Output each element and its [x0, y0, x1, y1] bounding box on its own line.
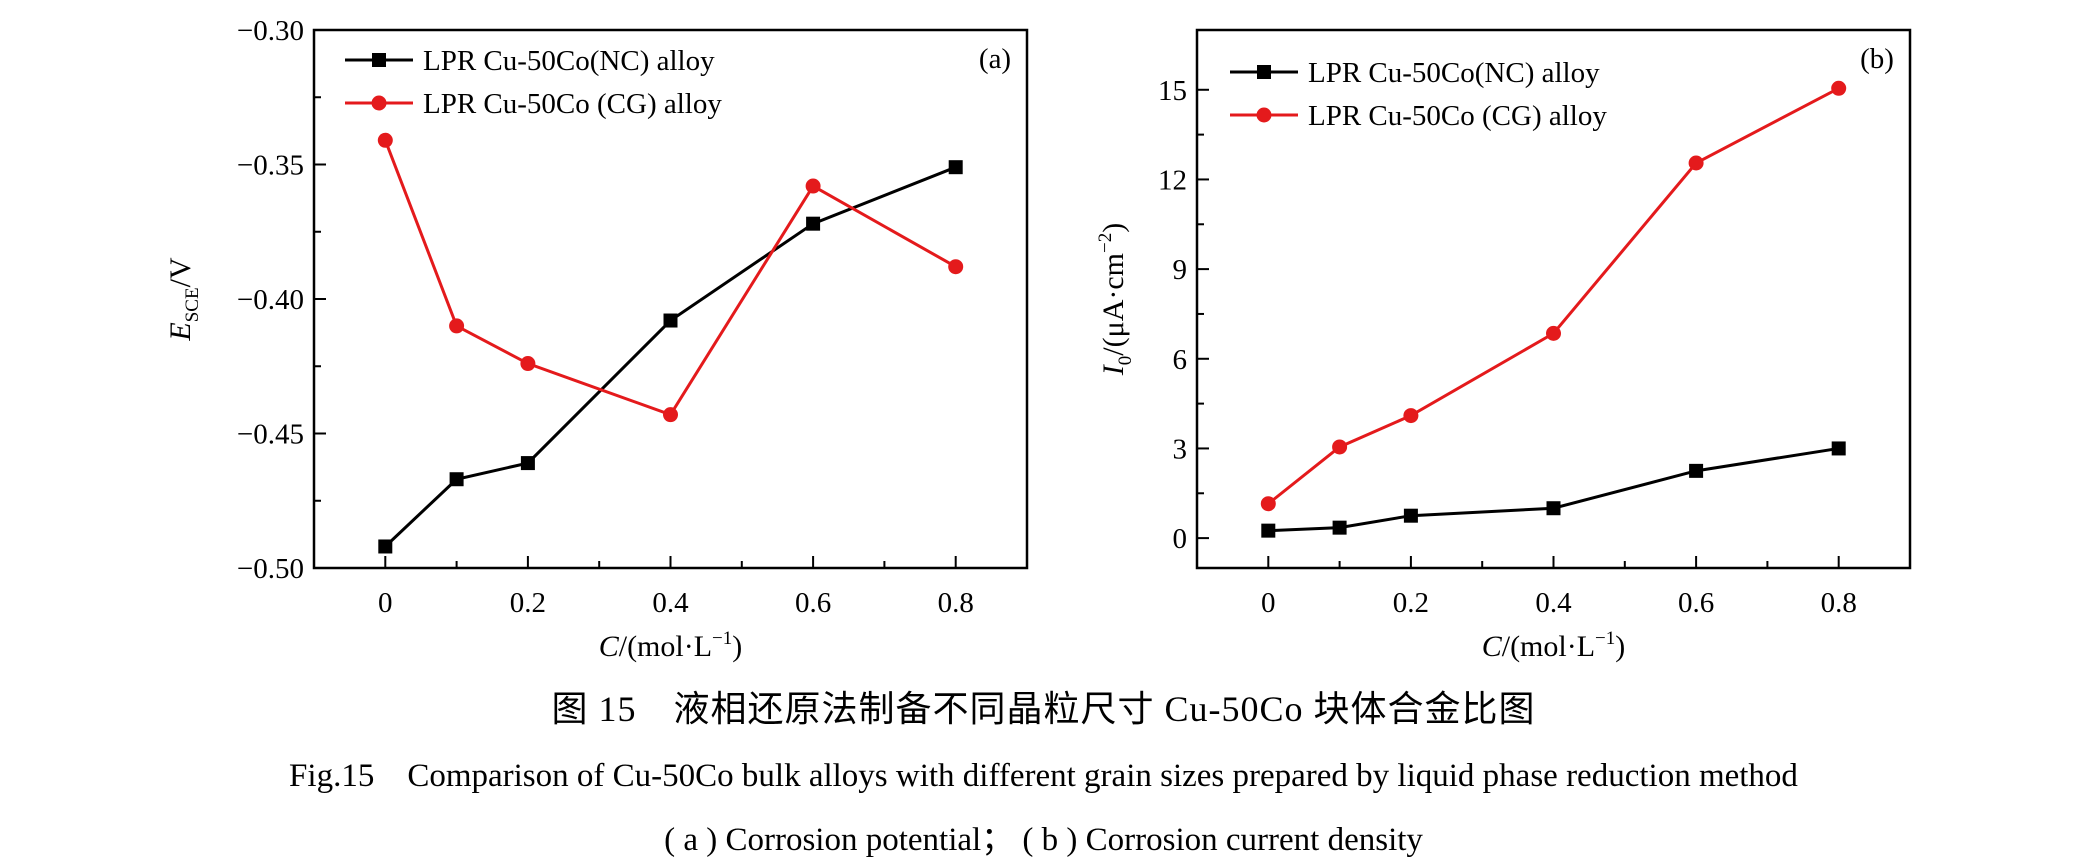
x-axis-title-sup: −1: [1595, 628, 1615, 649]
y-axis-title-unit: /(μA·cm: [1097, 253, 1130, 356]
panel-a-chart: 0 0.2 0.4 0.6 0.8−0.50−0.45−0.40−0.35−0.30C/…: [164, 15, 1029, 663]
series-nc-point: [1261, 523, 1276, 538]
series-cg-point: [948, 259, 964, 275]
x-tick-label: 0.2: [1393, 587, 1429, 619]
y-tick-label: 15: [1158, 75, 1187, 107]
panel-tag: (b): [1860, 43, 1894, 75]
caption-subtitle: ( a ) Corrosion potential； ( b ) Corrosi…: [664, 822, 1423, 858]
y-tick-label: 3: [1173, 433, 1188, 465]
series-nc-point: [1831, 441, 1846, 456]
series-cg-line: [383, 139, 957, 417]
series-nc-point: [520, 456, 535, 471]
y-tick-label: −0.40: [237, 284, 304, 316]
series-nc-point: [1689, 463, 1704, 478]
series-nc-point: [1403, 508, 1418, 523]
legend-nc-label: LPR Cu-50Co(NC) alloy: [1308, 57, 1600, 89]
series-cg-line: [1267, 86, 1840, 505]
series-nc-line: [1268, 446, 1839, 533]
y-axis-title-sub: SCE: [182, 287, 203, 322]
series-cg-point: [1260, 496, 1276, 512]
x-tick-label: 0: [1261, 587, 1276, 619]
series-cg-point: [520, 356, 536, 372]
legend-cg-label: LPR Cu-50Co (CG) alloy: [1308, 100, 1607, 132]
y-axis-title-var: E: [164, 322, 197, 341]
series-cg-point: [663, 407, 678, 423]
legend-nc-marker: [1257, 65, 1271, 79]
x-tick-label: 0.8: [1821, 587, 1857, 619]
series-nc-line: [384, 165, 957, 548]
legend-cg-label: LPR Cu-50Co (CG) alloy: [423, 88, 722, 120]
y-axis-title-close: ): [1097, 223, 1130, 233]
series-cg-point: [1332, 439, 1348, 455]
y-axis-title: I0/(μA·cm−2): [1095, 223, 1136, 376]
y-tick-label: −0.45: [237, 419, 304, 451]
series-nc-point: [449, 472, 464, 487]
x-axis-title-unit: /(mol·L: [1502, 630, 1595, 663]
series-cg-point: [805, 178, 821, 194]
x-tick-label: 0.6: [795, 587, 831, 619]
x-axis-title: C/(mol·L−1): [599, 628, 743, 663]
series-cg-point: [449, 318, 465, 334]
y-tick-label: 9: [1173, 254, 1188, 286]
y-axis-title-var: I: [1097, 363, 1130, 376]
series-cg-point: [1546, 325, 1561, 341]
y-tick-label: 0: [1173, 523, 1188, 555]
x-axis-title-close: ): [1615, 630, 1625, 663]
x-tick-label: 0.4: [1535, 587, 1572, 619]
y-axis-title: ESCE/V: [164, 257, 203, 342]
series-cg-point: [377, 132, 393, 148]
legend-cg-marker: [1256, 107, 1272, 123]
x-axis-title-close: ): [732, 630, 742, 663]
caption-english: Fig.15 Comparison of Cu-50Co bulk alloys…: [289, 758, 1798, 794]
x-tick-label: 0.4: [652, 587, 689, 619]
series-nc-point: [1332, 520, 1347, 535]
y-tick-label: 6: [1173, 344, 1188, 376]
y-axis-title-sub: 0: [1115, 356, 1136, 366]
panel-tag: (a): [979, 43, 1011, 75]
series-nc-point: [1546, 501, 1561, 516]
x-tick-label: 0.2: [510, 587, 546, 619]
x-axis-title-sup: −1: [712, 628, 732, 649]
x-tick-label: 0.6: [1678, 587, 1714, 619]
y-axis-title-sup: −2: [1095, 233, 1116, 253]
x-axis-title-var: C: [599, 630, 620, 663]
series-cg-point: [1403, 408, 1419, 424]
series-cg-point: [1688, 155, 1704, 171]
y-axis-title-unit: /V: [164, 257, 197, 287]
series-cg-point: [1831, 80, 1847, 96]
legend-cg-marker: [371, 95, 387, 111]
x-tick-label: 0.8: [938, 587, 974, 619]
x-axis-title: C/(mol·L−1): [1482, 628, 1626, 663]
y-tick-label: −0.50: [237, 553, 304, 585]
x-tick-label: 0: [378, 587, 393, 619]
x-axis-title-unit: /(mol·L: [619, 630, 712, 663]
legend-nc-label: LPR Cu-50Co(NC) alloy: [423, 45, 715, 77]
series-nc-point: [948, 160, 963, 175]
panel-b-chart: 0 0.2 0.4 0.6 0.803691215C/(mol·L−1)I0/(μA·c…: [1095, 28, 1912, 663]
x-axis-title-var: C: [1482, 630, 1503, 663]
legend-nc-marker: [372, 53, 386, 67]
series-nc-point: [378, 539, 393, 554]
y-tick-label: 12: [1158, 164, 1187, 196]
y-tick-label: −0.35: [237, 150, 304, 182]
series-nc-point: [663, 313, 678, 328]
series-nc-point: [806, 216, 821, 231]
y-tick-label: −0.30: [237, 15, 304, 47]
caption-chinese: 图 15 液相还原法制备不同晶粒尺寸 Cu-50Co 块体合金比图: [551, 689, 1536, 729]
